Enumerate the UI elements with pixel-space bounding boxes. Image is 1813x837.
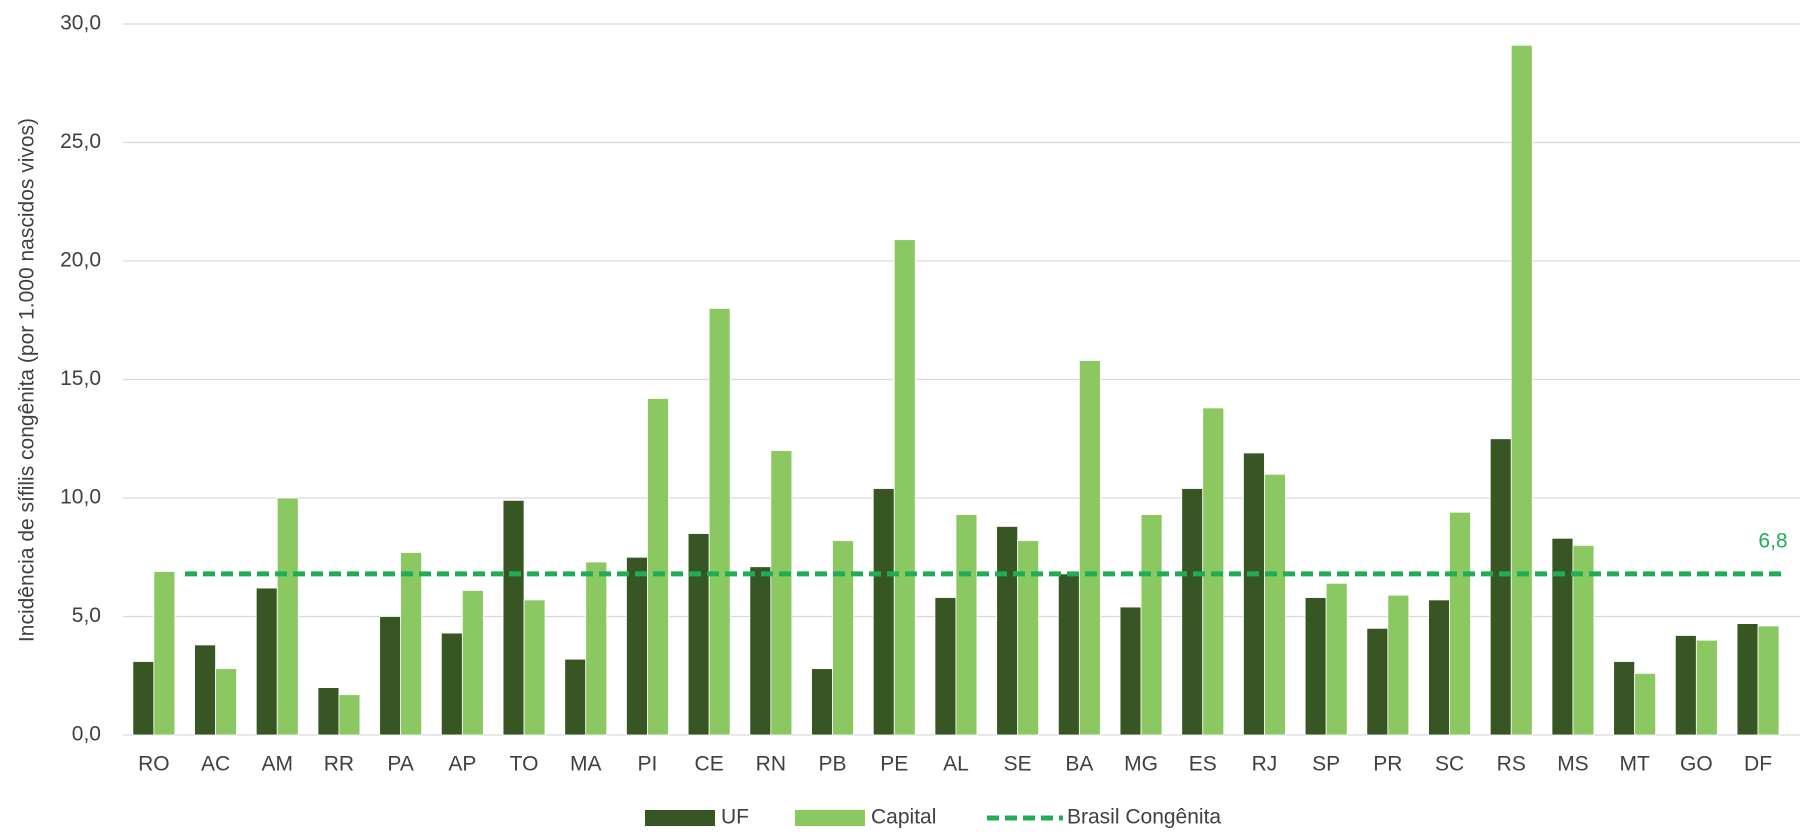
y-tick-label: 5,0 (72, 604, 101, 627)
bar (1243, 452, 1265, 736)
x-tick-label: SE (1004, 753, 1032, 776)
bar (1428, 599, 1450, 736)
bar (1387, 594, 1410, 736)
bar (440, 632, 463, 736)
x-tick-label: RN (756, 753, 786, 776)
bar (276, 497, 299, 736)
bar (1674, 635, 1697, 736)
bar (523, 599, 546, 736)
y-axis-title: Incidência de sífilis congênita (por 1.0… (16, 118, 39, 642)
bar (872, 488, 895, 736)
bar (1264, 473, 1286, 736)
bar (502, 499, 525, 736)
y-tick-label: 30,0 (60, 12, 101, 35)
bar (153, 571, 176, 736)
legend-label: Brasil Congênita (1067, 806, 1221, 829)
bar (215, 668, 237, 736)
bar (832, 540, 854, 736)
legend-label: UF (721, 806, 749, 829)
x-tick-label: RJ (1252, 753, 1278, 776)
bar (708, 307, 731, 736)
bar (1304, 597, 1327, 736)
bar (1489, 438, 1512, 736)
bar (1119, 606, 1142, 736)
bar (585, 561, 608, 736)
bar (379, 616, 402, 736)
bar (626, 556, 648, 736)
x-tick-label: PI (638, 753, 658, 776)
bar (1181, 488, 1204, 736)
bar (687, 533, 710, 736)
x-tick-label: BA (1065, 753, 1093, 776)
x-tick-label: GO (1680, 753, 1713, 776)
reference-label: 6,8 (1758, 529, 1787, 552)
bar (1449, 511, 1471, 736)
bar (1325, 582, 1348, 736)
bar (1140, 514, 1163, 736)
bar (461, 590, 484, 736)
x-tick-label: RS (1497, 753, 1526, 776)
x-tick-label: AC (201, 753, 230, 776)
bar (647, 398, 669, 736)
x-tick-label: ES (1189, 753, 1217, 776)
x-tick-label: MA (570, 753, 602, 776)
x-tick-label: AP (448, 753, 476, 776)
bar (1510, 44, 1533, 736)
bar (1757, 625, 1780, 736)
x-tick-label: DF (1744, 753, 1772, 776)
y-tick-label: 25,0 (60, 130, 101, 153)
bar (955, 514, 978, 736)
bar (893, 239, 916, 736)
x-tick-label: AL (943, 753, 969, 776)
bar (255, 587, 278, 736)
bar (1017, 540, 1040, 736)
bar (1634, 672, 1657, 736)
y-tick-label: 20,0 (60, 249, 101, 272)
bar (1366, 627, 1389, 736)
bar (1695, 639, 1718, 736)
bar (132, 661, 155, 736)
legend-swatch (645, 810, 715, 826)
bar (996, 526, 1019, 736)
legend-label: Capital (871, 806, 936, 829)
bar (564, 658, 587, 736)
x-tick-label: PR (1373, 753, 1402, 776)
bar (1551, 537, 1574, 736)
bar (770, 450, 793, 736)
bar (934, 597, 957, 736)
bar (194, 644, 216, 736)
legend-swatch (795, 810, 865, 826)
x-tick-label: SC (1435, 753, 1464, 776)
bar (749, 566, 772, 736)
y-tick-label: 0,0 (72, 723, 101, 746)
bar (338, 694, 361, 736)
x-tick-label: TO (510, 753, 539, 776)
bar (1736, 623, 1759, 736)
x-tick-label: AM (262, 753, 294, 776)
bar (400, 552, 423, 736)
y-tick-label: 15,0 (60, 367, 101, 390)
bar (1613, 661, 1636, 736)
x-tick-label: MT (1619, 753, 1649, 776)
x-tick-label: PB (819, 753, 847, 776)
bar (1572, 545, 1595, 736)
bar (1078, 360, 1101, 736)
bar (317, 687, 340, 736)
x-tick-label: PA (387, 753, 413, 776)
x-tick-label: RR (324, 753, 354, 776)
x-tick-label: MG (1124, 753, 1158, 776)
y-tick-label: 10,0 (60, 486, 101, 509)
x-tick-label: SP (1312, 753, 1340, 776)
x-tick-label: CE (695, 753, 724, 776)
x-tick-label: RO (138, 753, 170, 776)
bar (1057, 573, 1080, 736)
bar (811, 668, 833, 736)
x-tick-label: MS (1557, 753, 1589, 776)
x-tick-label: PE (880, 753, 908, 776)
